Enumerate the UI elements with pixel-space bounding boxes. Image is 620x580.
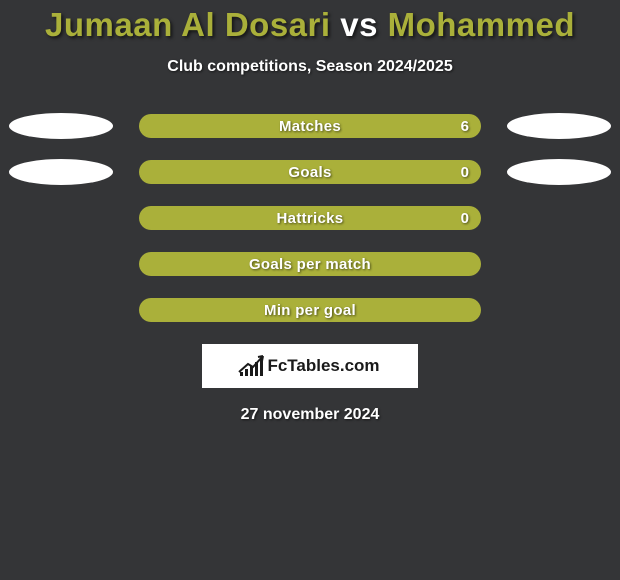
stat-label: Goals — [288, 164, 331, 181]
title-part: Mohammed — [378, 6, 575, 43]
stat-rows: Matches 6 Goals 0 Hattricks 0 Goals per match M… — [0, 114, 620, 322]
logo-bars-icon — [240, 356, 263, 376]
stat-bar: Matches 6 — [139, 114, 481, 138]
logo-box: FcTables.com — [202, 344, 418, 388]
stat-label: Matches — [279, 118, 341, 135]
stat-label: Min per goal — [264, 302, 356, 319]
left-player-marker — [9, 113, 113, 139]
stat-row: Goals 0 — [0, 160, 620, 184]
stat-row: Matches 6 — [0, 114, 620, 138]
stat-value: 6 — [461, 118, 469, 135]
page-title: Jumaan Al Dosari vs Mohammed — [0, 6, 620, 44]
stat-bar: Hattricks 0 — [139, 206, 481, 230]
stat-label: Goals per match — [249, 256, 371, 273]
comparison-widget: Jumaan Al Dosari vs Mohammed Club compet… — [0, 0, 620, 424]
logo-arrow-icon — [238, 354, 266, 376]
left-player-marker — [9, 159, 113, 185]
stat-bar: Goals 0 — [139, 160, 481, 184]
title-part: vs — [340, 6, 378, 43]
logo-text: FcTables.com — [267, 356, 379, 376]
stat-row: Goals per match — [0, 252, 620, 276]
stat-value: 0 — [461, 210, 469, 227]
title-part: Jumaan Al Dosari — [45, 6, 340, 43]
subtitle: Club competitions, Season 2024/2025 — [0, 58, 620, 76]
logo: FcTables.com — [240, 356, 379, 376]
stat-bar: Min per goal — [139, 298, 481, 322]
stat-row: Hattricks 0 — [0, 206, 620, 230]
date-label: 27 november 2024 — [0, 406, 620, 424]
right-player-marker — [507, 113, 611, 139]
right-player-marker — [507, 159, 611, 185]
stat-value: 0 — [461, 164, 469, 181]
stat-label: Hattricks — [277, 210, 344, 227]
stat-bar: Goals per match — [139, 252, 481, 276]
stat-row: Min per goal — [0, 298, 620, 322]
